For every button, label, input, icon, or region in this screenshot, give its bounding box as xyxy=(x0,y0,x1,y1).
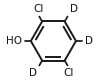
Text: HO: HO xyxy=(6,36,22,46)
Text: Cl: Cl xyxy=(33,4,43,14)
Text: D: D xyxy=(29,68,37,78)
Text: D: D xyxy=(85,36,93,46)
Text: D: D xyxy=(70,4,78,14)
Text: Cl: Cl xyxy=(64,68,74,78)
